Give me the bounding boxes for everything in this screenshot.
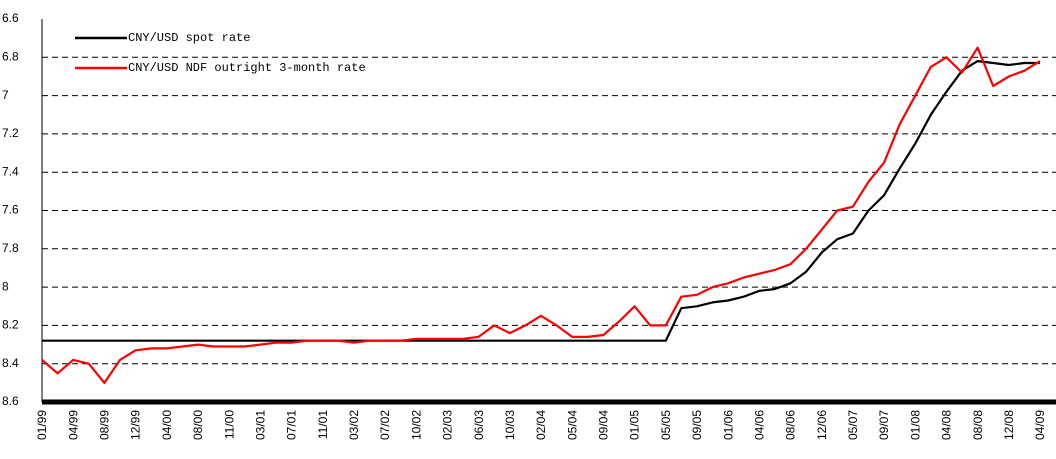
x-tick-label: 03/02 bbox=[347, 410, 361, 440]
legend-label: CNY/USD NDF outright 3-month rate bbox=[128, 61, 366, 75]
x-tick-label: 05/07 bbox=[846, 410, 860, 440]
x-tick-label: 08/00 bbox=[191, 410, 205, 440]
x-tick-label: 04/06 bbox=[752, 410, 766, 440]
x-tick-label: 04/99 bbox=[66, 410, 80, 440]
y-tick-label: 7.8 bbox=[2, 241, 19, 255]
y-tick-label: 8.4 bbox=[2, 356, 19, 370]
series-line bbox=[41, 46, 1041, 384]
x-tick-label: 11/00 bbox=[222, 410, 236, 439]
y-tick-label: 6.6 bbox=[2, 11, 19, 25]
x-tick-label: 07/01 bbox=[285, 410, 299, 440]
x-tick-label: 02/04 bbox=[534, 410, 548, 440]
x-tick-label: 08/06 bbox=[784, 410, 798, 440]
x-tick-label: 09/04 bbox=[597, 410, 611, 440]
y-tick-label: 7 bbox=[2, 88, 9, 102]
y-tick-label: 6.8 bbox=[2, 49, 19, 63]
x-tick-label: 01/99 bbox=[35, 410, 49, 440]
x-tick-label: 10/02 bbox=[409, 410, 423, 440]
x-tick-label: 04/08 bbox=[940, 410, 954, 440]
x-tick-label: 08/99 bbox=[98, 410, 112, 440]
x-tick-label: 09/05 bbox=[690, 410, 704, 440]
x-tick-label: 01/08 bbox=[908, 410, 922, 440]
x-tick-label: 11/01 bbox=[316, 410, 330, 439]
x-tick-label: 03/01 bbox=[253, 410, 267, 440]
x-tick-label: 09/07 bbox=[877, 410, 891, 440]
series-line bbox=[42, 60, 1040, 342]
x-tick-label: 02/03 bbox=[441, 410, 455, 440]
y-tick-label: 8.6 bbox=[2, 394, 19, 408]
x-tick-label: 07/02 bbox=[378, 410, 392, 440]
legend-label: CNY/USD spot rate bbox=[128, 31, 250, 45]
x-tick-label: 04/09 bbox=[1033, 410, 1047, 440]
x-tick-label: 05/05 bbox=[659, 410, 673, 440]
y-tick-label: 8.2 bbox=[2, 318, 19, 332]
y-tick-label: 7.2 bbox=[2, 126, 19, 140]
x-tick-label: 10/03 bbox=[503, 410, 517, 440]
x-tick-label: 06/03 bbox=[472, 410, 486, 440]
y-tick-label: 7.4 bbox=[2, 164, 19, 178]
x-tick-label: 12/06 bbox=[815, 410, 829, 440]
y-tick-label: 8 bbox=[2, 279, 9, 293]
x-tick-label: 04/00 bbox=[160, 410, 174, 440]
x-tick-label: 05/04 bbox=[565, 410, 579, 440]
x-tick-label: 01/05 bbox=[628, 410, 642, 440]
x-tick-label: 12/99 bbox=[129, 410, 143, 440]
x-tick-label: 08/08 bbox=[971, 410, 985, 440]
x-tick-label: 12/08 bbox=[1002, 410, 1016, 440]
y-tick-label: 7.6 bbox=[2, 203, 19, 217]
x-tick-label: 01/06 bbox=[721, 410, 735, 440]
